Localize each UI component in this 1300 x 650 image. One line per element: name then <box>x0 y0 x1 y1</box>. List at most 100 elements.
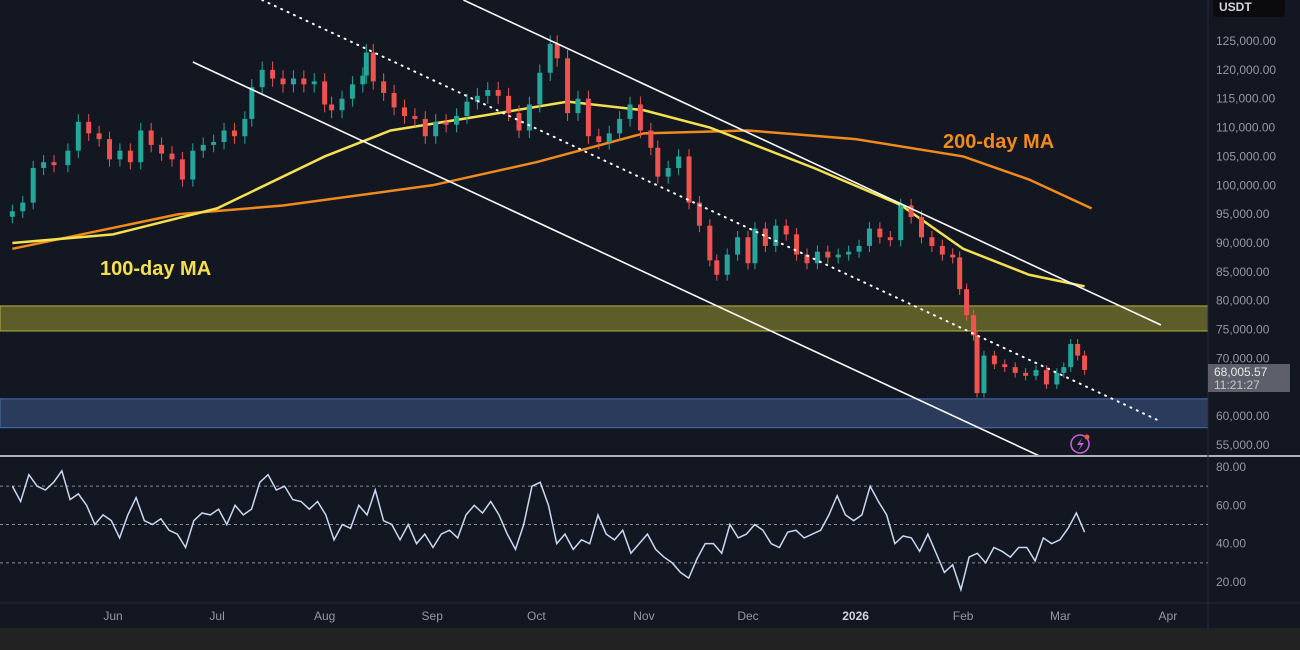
rsi-axis[interactable]: 80.00 60.00 40.00 20.00 <box>1216 460 1246 589</box>
candle-body <box>117 150 123 160</box>
candle-body <box>762 228 768 246</box>
currency-button[interactable]: USDT <box>1213 0 1285 17</box>
candle-body <box>1043 370 1049 385</box>
candle-body <box>1012 367 1018 373</box>
price-tick-label: 105,000.00 <box>1216 149 1276 163</box>
candle-body <box>311 81 317 85</box>
candle-body <box>370 52 376 82</box>
ma200-line <box>12 129 1093 251</box>
candle-body <box>433 121 439 137</box>
time-tick-label: Oct <box>527 609 546 623</box>
price-tick-label: 100,000.00 <box>1216 178 1276 192</box>
time-tick-label: Feb <box>953 609 974 623</box>
candle-body <box>1068 344 1074 368</box>
bolt-icon[interactable] <box>1070 434 1090 454</box>
candle-body <box>804 254 810 264</box>
price-tick-label: 90,000.00 <box>1216 236 1270 250</box>
price-tick-label: 95,000.00 <box>1216 207 1270 221</box>
lower-channel <box>192 61 1040 457</box>
time-tick-label: Jun <box>103 609 122 623</box>
rsi-tick-label: 80.00 <box>1216 460 1246 474</box>
candle-body <box>1075 344 1081 356</box>
candle-body <box>391 92 397 108</box>
candle-body <box>655 147 661 177</box>
candle-body <box>443 121 449 125</box>
candle-body <box>1033 370 1039 376</box>
candle-body <box>464 101 470 117</box>
candle-body <box>280 78 286 85</box>
currency-label: USDT <box>1219 0 1252 14</box>
time-tick-label: Mar <box>1050 609 1071 623</box>
time-tick-label: Dec <box>737 609 758 623</box>
candle-body <box>617 118 623 134</box>
candle-body <box>929 237 935 246</box>
candle-body <box>363 52 369 76</box>
time-axis[interactable]: Jun Jul Aug Sep Oct Nov Dec 2026 Feb Mar Apr <box>103 609 1177 623</box>
candle-body <box>714 260 720 275</box>
candle-body <box>516 113 522 131</box>
candle-body <box>877 228 883 238</box>
time-tick-label: Nov <box>633 609 654 623</box>
candle-body <box>221 130 227 143</box>
candle-body <box>974 335 980 394</box>
time-tick-label: Apr <box>1159 609 1178 623</box>
candle-body <box>242 118 248 137</box>
candle-body <box>474 95 480 102</box>
candle-body <box>735 237 741 255</box>
candle-body <box>259 69 265 88</box>
price-tick-label: 110,000.00 <box>1216 121 1275 135</box>
candle-body <box>381 81 387 93</box>
price-tick-label: 120,000.00 <box>1216 63 1276 77</box>
candle-body <box>537 72 543 105</box>
candle-body <box>20 202 26 212</box>
candle-body <box>322 81 328 105</box>
rsi-tick-label: 20.00 <box>1216 575 1246 589</box>
rsi-tick-label: 40.00 <box>1216 537 1246 551</box>
candle-body <box>485 90 491 96</box>
candle-body <box>159 144 165 154</box>
candle-body <box>51 162 57 166</box>
candle-body <box>1023 372 1029 376</box>
candle-body <box>1054 372 1060 385</box>
candle-body <box>783 225 789 235</box>
candle-body <box>169 153 175 160</box>
last-price-marker: 68,005.57 11:21:27 <box>1208 364 1290 392</box>
candle-body <box>981 355 987 394</box>
candle-body <box>752 228 758 264</box>
candle-body <box>422 118 428 137</box>
candle-body <box>200 144 206 151</box>
candle-body <box>887 237 893 241</box>
candle-body <box>30 167 36 203</box>
candle-body <box>919 217 925 238</box>
candle-body <box>554 43 560 59</box>
candle-body <box>96 133 102 140</box>
candle-body <box>231 130 237 137</box>
candle-body <box>991 355 997 365</box>
candle-body <box>856 245 862 252</box>
candle-body <box>75 121 81 151</box>
candle-body <box>898 205 904 241</box>
candle-body <box>41 162 47 168</box>
candle-body <box>190 150 196 180</box>
candle-body <box>301 78 307 85</box>
candle-body <box>211 142 217 145</box>
candle-body <box>794 234 800 255</box>
candle-body <box>1061 367 1067 373</box>
last-price-countdown: 11:21:27 <box>1214 378 1260 392</box>
candle-body <box>866 228 872 246</box>
candle-body <box>565 58 571 114</box>
ma200-label: 200-day MA <box>943 131 1054 153</box>
candle-body <box>964 289 970 316</box>
price-axis[interactable]: 125,000.00 120,000.00 115,000.00 110,000.00… <box>1216 34 1276 452</box>
candle-body <box>290 78 296 85</box>
ma100-line <box>12 100 1085 288</box>
candle-body <box>939 245 945 255</box>
candle-body <box>506 95 512 114</box>
candle-body <box>179 159 185 180</box>
candle-body <box>360 75 366 85</box>
candle-body <box>138 130 144 163</box>
candle-body <box>585 98 591 137</box>
candle-body <box>454 116 460 125</box>
rsi-tick-label: 60.00 <box>1216 498 1246 512</box>
